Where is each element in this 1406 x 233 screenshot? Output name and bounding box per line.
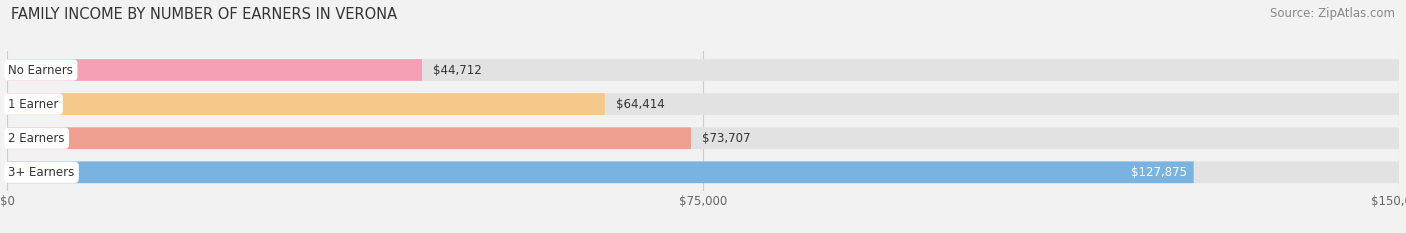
Text: 2 Earners: 2 Earners	[8, 132, 65, 145]
Text: $44,712: $44,712	[433, 64, 482, 76]
FancyBboxPatch shape	[7, 127, 690, 149]
Text: 1 Earner: 1 Earner	[8, 98, 59, 111]
Text: FAMILY INCOME BY NUMBER OF EARNERS IN VERONA: FAMILY INCOME BY NUMBER OF EARNERS IN VE…	[11, 7, 398, 22]
Text: $64,414: $64,414	[616, 98, 665, 111]
FancyBboxPatch shape	[7, 93, 605, 115]
Text: 3+ Earners: 3+ Earners	[8, 166, 75, 179]
FancyBboxPatch shape	[7, 161, 1399, 183]
FancyBboxPatch shape	[7, 59, 422, 81]
Text: $73,707: $73,707	[702, 132, 751, 145]
Text: Source: ZipAtlas.com: Source: ZipAtlas.com	[1270, 7, 1395, 20]
Text: $127,875: $127,875	[1130, 166, 1187, 179]
Text: No Earners: No Earners	[8, 64, 73, 76]
FancyBboxPatch shape	[7, 93, 1399, 115]
FancyBboxPatch shape	[7, 127, 1399, 149]
FancyBboxPatch shape	[7, 59, 1399, 81]
FancyBboxPatch shape	[7, 161, 1194, 183]
